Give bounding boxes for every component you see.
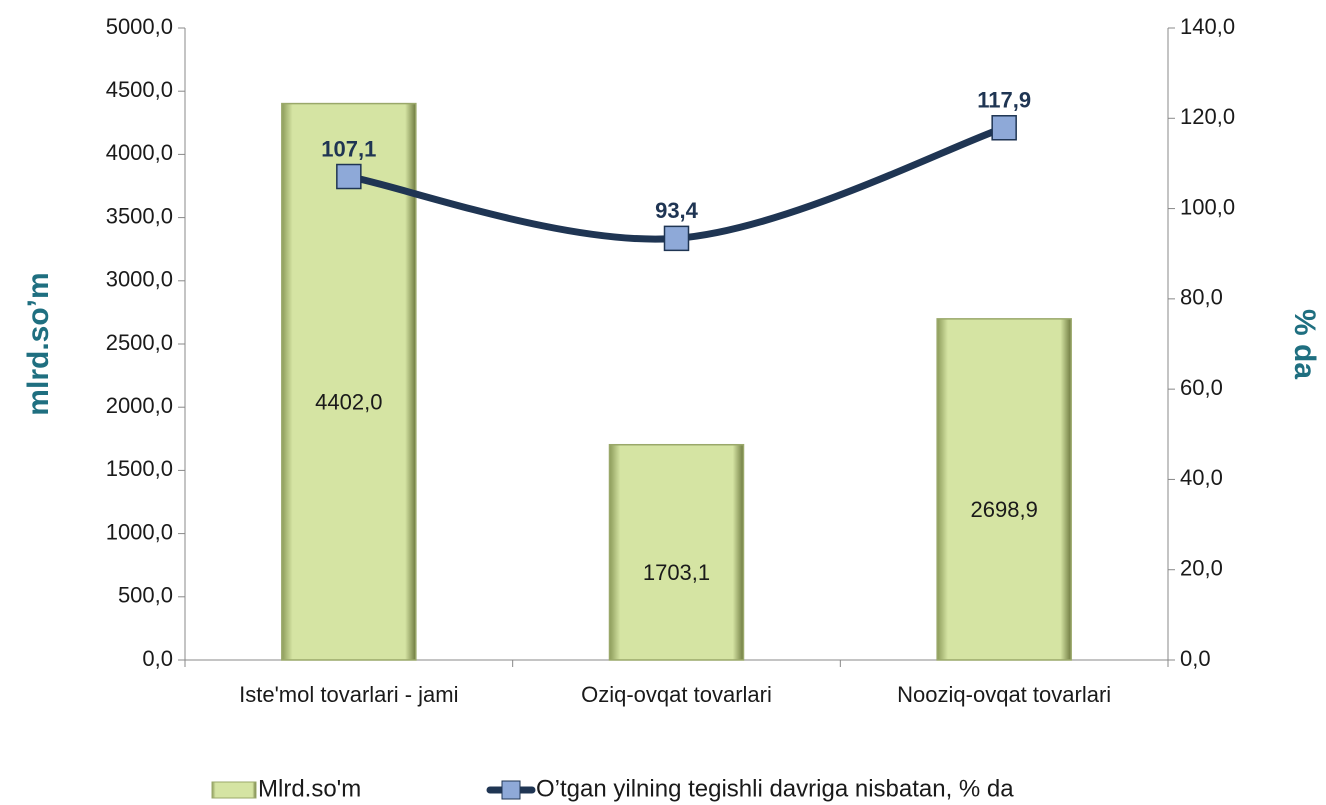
y-tick-label: 3500,0 (106, 203, 173, 228)
line-marker (336, 163, 362, 190)
y-tick-label: 3000,0 (106, 267, 173, 292)
y-tick-label: 1500,0 (106, 456, 173, 481)
x-tick-label: Iste'mol tovarlari - jami (239, 682, 458, 707)
point-label: 93,4 (655, 198, 699, 223)
line-marker (663, 225, 690, 252)
y2-tick-label: 60,0 (1180, 375, 1223, 400)
bar-value-label: 2698,9 (971, 497, 1038, 522)
y-tick-label: 4500,0 (106, 77, 173, 102)
bar (608, 443, 745, 661)
y-axis-title: mlrd.so’m (22, 272, 55, 415)
bar (281, 102, 417, 661)
legend-label: Mlrd.so'm (258, 775, 361, 802)
y2-tick-label: 0,0 (1180, 646, 1211, 671)
y-tick-label: 1000,0 (106, 519, 173, 544)
y-tick-label: 2000,0 (106, 393, 173, 418)
y2-tick-label: 40,0 (1180, 465, 1223, 490)
bar (936, 318, 1072, 661)
point-label: 107,1 (321, 136, 376, 161)
point-label: 117,9 (977, 88, 1031, 113)
y2-tick-label: 120,0 (1180, 104, 1235, 129)
x-tick-label: Oziq-ovqat tovarlari (581, 682, 772, 707)
y2-tick-label: 140,0 (1180, 14, 1235, 39)
bar-value-label: 1703,1 (643, 560, 710, 585)
legend-label: O’tgan yilning tegishli davriga nisbatan… (536, 775, 1014, 802)
y-tick-label: 2500,0 (106, 330, 173, 355)
legend-swatch (211, 781, 257, 799)
legend-marker (501, 780, 521, 800)
y-tick-label: 4000,0 (106, 140, 173, 165)
y2-tick-label: 80,0 (1180, 285, 1223, 310)
bar-value-label: 4402,0 (315, 390, 382, 415)
x-tick-label: Nooziq-ovqat tovarlari (897, 682, 1111, 707)
y2-tick-label: 100,0 (1180, 194, 1235, 219)
y2-axis-title: % da (1288, 309, 1321, 379)
y-tick-label: 500,0 (118, 583, 173, 608)
y2-tick-label: 20,0 (1180, 556, 1223, 581)
y-tick-label: 5000,0 (106, 14, 173, 39)
y-tick-label: 0,0 (142, 646, 173, 671)
line-marker (991, 115, 1017, 141)
